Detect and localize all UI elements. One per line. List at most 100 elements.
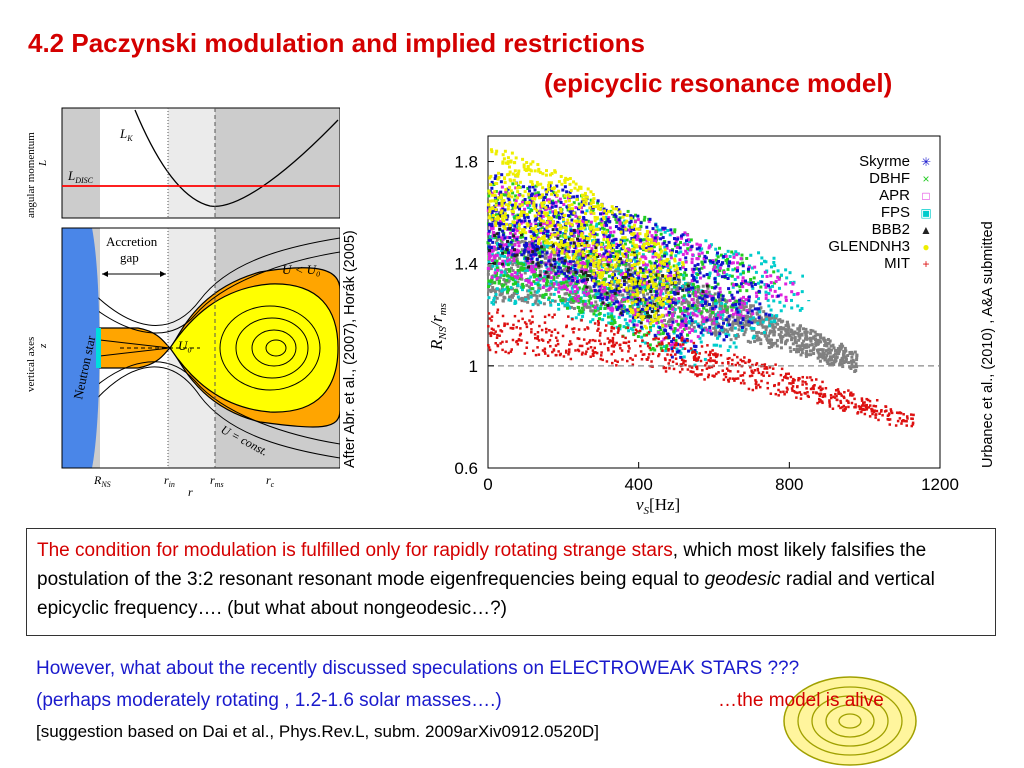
- dbhf-point: [679, 272, 683, 276]
- apr-point: [618, 220, 622, 224]
- gray-band-point: [538, 294, 542, 298]
- gray-band-point: [504, 282, 508, 286]
- apr-point: [671, 342, 675, 346]
- skyrme-point: [703, 260, 707, 264]
- glendnh3-point: [636, 291, 640, 295]
- skyrme-point: [713, 280, 717, 284]
- glendnh3-point: [572, 211, 576, 215]
- apr-point: [686, 233, 690, 237]
- apr-point: [680, 312, 684, 316]
- glendnh3-point: [507, 172, 511, 176]
- gray-band-point: [765, 316, 769, 320]
- gray-band-point: [576, 254, 580, 258]
- fps-point: [536, 281, 540, 285]
- apr-point: [574, 206, 578, 210]
- glendnh3-point: [534, 224, 538, 228]
- dbhf-point: [643, 333, 647, 337]
- gray-band-point: [825, 344, 829, 348]
- glendnh3-point: [492, 213, 496, 217]
- apr-point: [579, 238, 583, 242]
- bbb2-point: [498, 227, 502, 231]
- dbhf-point: [557, 199, 561, 203]
- glendnh3-point: [536, 163, 540, 167]
- dbhf-point: [587, 299, 591, 303]
- fps-point: [798, 308, 802, 312]
- glendnh3-point: [516, 172, 520, 176]
- gray-band-point: [855, 355, 859, 359]
- dbhf-point: [578, 274, 582, 278]
- gray-band-point: [582, 304, 586, 308]
- gray-band-point: [685, 286, 689, 290]
- glendnh3-point: [513, 169, 517, 173]
- glendnh3-point: [644, 248, 648, 252]
- gray-band-point: [673, 298, 677, 302]
- glendnh3-point: [494, 203, 498, 207]
- apr-point: [501, 243, 505, 247]
- glendnh3-point: [559, 224, 563, 228]
- glendnh3-point: [557, 180, 561, 184]
- fps-point: [634, 260, 638, 264]
- dbhf-point: [513, 216, 517, 220]
- glendnh3-point: [503, 227, 507, 231]
- skyrme-point: [767, 284, 771, 288]
- gray-band-point: [511, 262, 515, 266]
- fps-point: [732, 252, 736, 256]
- skyrme-point: [582, 203, 586, 207]
- glendnh3-point: [570, 207, 574, 211]
- glendnh3-point: [610, 205, 614, 209]
- glendnh3-point: [522, 210, 526, 214]
- glendnh3-point: [524, 231, 528, 235]
- glendnh3-point: [615, 255, 619, 259]
- apr-point: [510, 273, 514, 277]
- bbb2-point: [583, 236, 587, 240]
- fps-point: [630, 320, 634, 324]
- gray-band-point: [569, 268, 573, 272]
- gray-band-point: [805, 335, 809, 339]
- apr-point: [741, 285, 745, 289]
- apr-point: [579, 206, 583, 210]
- apr-point: [690, 298, 694, 302]
- skyrme-point: [625, 271, 629, 275]
- slide-title: 4.2 Paczynski modulation and implied res…: [28, 28, 645, 58]
- fps-point: [713, 301, 717, 305]
- glendnh3-point: [636, 308, 640, 312]
- dbhf-point: [679, 309, 683, 313]
- skyrme-point: [691, 303, 695, 307]
- glendnh3-point: [601, 273, 605, 277]
- dbhf-point: [540, 225, 544, 229]
- glendnh3-point: [666, 300, 670, 304]
- glendnh3-point: [610, 286, 614, 290]
- skyrme-point: [602, 252, 606, 256]
- gray-band-point: [828, 351, 832, 355]
- skyrme-point: [593, 288, 597, 292]
- glendnh3-point: [592, 197, 596, 201]
- skyrme-point: [528, 185, 532, 189]
- fps-point: [663, 245, 667, 249]
- gray-band-point: [826, 337, 830, 341]
- dbhf-point: [716, 255, 720, 259]
- gray-band-point: [781, 335, 785, 339]
- dbhf-point: [552, 277, 556, 281]
- glendnh3-point: [536, 183, 540, 187]
- gray-band-point: [801, 327, 805, 331]
- apr-point: [698, 243, 702, 247]
- gray-band-point: [632, 295, 636, 299]
- fps-point: [760, 256, 764, 260]
- dbhf-point: [542, 248, 546, 252]
- gray-band-point: [527, 285, 531, 289]
- skyrme-point: [500, 173, 504, 177]
- dbhf-point: [609, 250, 613, 254]
- skyrme-point: [592, 284, 596, 288]
- apr-point: [526, 203, 530, 207]
- skyrme-point: [721, 261, 725, 265]
- glendnh3-point: [537, 196, 541, 200]
- skyrme-point: [718, 332, 722, 336]
- dbhf-point: [742, 281, 746, 285]
- gray-band-point: [511, 269, 515, 273]
- glendnh3-point: [597, 259, 601, 263]
- apr-point: [625, 297, 629, 301]
- fps-point: [627, 329, 631, 333]
- apr-point: [666, 274, 670, 278]
- fps-point: [490, 301, 494, 305]
- apr-point: [615, 242, 619, 246]
